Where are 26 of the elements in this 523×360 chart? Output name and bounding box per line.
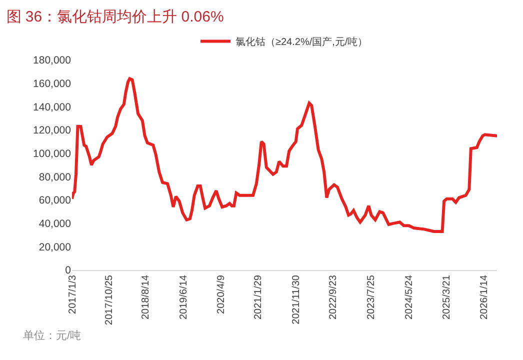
- x-tick-label: 2018/8/14: [140, 274, 152, 320]
- x-tick-label: 2021/1/29: [252, 274, 264, 320]
- line-series: [72, 77, 497, 233]
- legend-label: 氯化钴（≥24.2%/国产,元/吨）: [236, 36, 368, 48]
- y-tick-label: 20,000: [38, 241, 72, 254]
- x-tick-label: 2022/9/23: [328, 274, 340, 320]
- x-tick-label: 2021/11/30: [290, 274, 302, 324]
- y-tick-label: 40,000: [38, 218, 72, 230]
- y-tick-label: 180,000: [33, 54, 72, 67]
- x-tick-label: 2017/1/3: [67, 274, 78, 314]
- y-tick-label: 140,000: [33, 101, 72, 114]
- x-tick-label: 2023/7/25: [366, 274, 378, 320]
- y-tick-label: 0: [65, 264, 72, 277]
- y-tick-label: 100,000: [33, 148, 72, 160]
- chart-title: 图 36：氯化钴周均价上升 0.06%: [6, 8, 224, 26]
- x-tick-label: 2017/10/25: [104, 274, 116, 326]
- y-tick-label: 160,000: [33, 78, 72, 90]
- text: 单位：元/吨: [23, 329, 82, 342]
- y-tick-label: 120,000: [33, 124, 72, 137]
- x-tick-label: 2019/6/14: [178, 274, 190, 320]
- y-tick-label: 60,000: [38, 194, 72, 207]
- x-tick-label: 2024/5/24: [404, 274, 416, 320]
- x-tick-label: 2020/4/9: [216, 274, 228, 314]
- x-tick-label: 2026/1/14: [479, 274, 490, 320]
- y-tick-label: 80,000: [38, 171, 72, 184]
- x-tick-label: 2025/3/21: [442, 274, 453, 320]
